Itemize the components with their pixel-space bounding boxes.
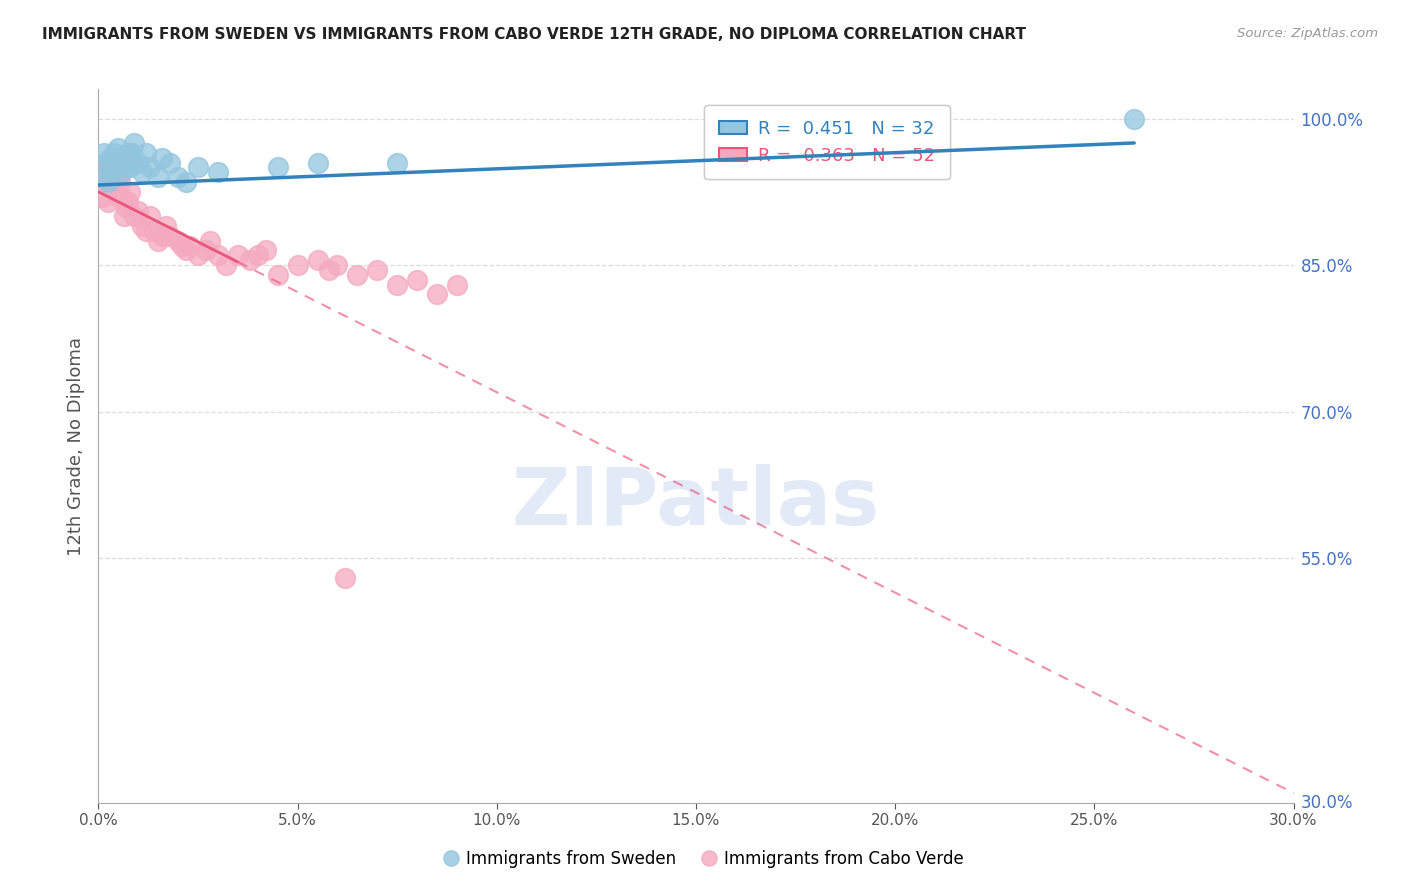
Point bbox=[101, 180, 124, 194]
Point bbox=[98, 151, 122, 165]
Point bbox=[135, 224, 157, 238]
Point bbox=[124, 209, 146, 223]
Point bbox=[1123, 112, 1146, 126]
Point bbox=[148, 170, 170, 185]
Point bbox=[97, 175, 120, 189]
Point bbox=[267, 161, 290, 175]
Point bbox=[385, 277, 409, 292]
Point bbox=[195, 244, 218, 258]
Point bbox=[172, 238, 194, 252]
Point bbox=[155, 219, 177, 233]
Point bbox=[110, 175, 132, 189]
Point bbox=[167, 234, 190, 248]
Point bbox=[143, 224, 166, 238]
Point bbox=[96, 175, 118, 189]
Point bbox=[96, 155, 118, 169]
Point bbox=[139, 161, 162, 175]
Point bbox=[127, 155, 149, 169]
Point bbox=[307, 155, 329, 169]
Point bbox=[187, 248, 209, 262]
Point bbox=[246, 248, 269, 262]
Point bbox=[103, 145, 125, 160]
Point bbox=[111, 190, 134, 204]
Point bbox=[110, 155, 132, 169]
Text: IMMIGRANTS FROM SWEDEN VS IMMIGRANTS FROM CABO VERDE 12TH GRADE, NO DIPLOMA CORR: IMMIGRANTS FROM SWEDEN VS IMMIGRANTS FRO… bbox=[42, 27, 1026, 42]
Point bbox=[148, 234, 170, 248]
Point bbox=[426, 287, 449, 301]
Point bbox=[91, 170, 114, 185]
Point bbox=[91, 190, 114, 204]
Y-axis label: 12th Grade, No Diploma: 12th Grade, No Diploma bbox=[66, 336, 84, 556]
Legend: R =  0.451   N = 32, R = -0.363   N = 52: R = 0.451 N = 32, R = -0.363 N = 52 bbox=[704, 105, 950, 179]
Point bbox=[120, 185, 142, 199]
Point bbox=[174, 175, 197, 189]
Point bbox=[254, 244, 277, 258]
Text: ZIPatlas: ZIPatlas bbox=[512, 464, 880, 542]
Text: 30.0%: 30.0% bbox=[1301, 794, 1353, 812]
Point bbox=[117, 145, 139, 160]
Point bbox=[131, 165, 153, 179]
Point bbox=[167, 170, 190, 185]
Point bbox=[127, 204, 149, 219]
Point bbox=[318, 263, 340, 277]
Point bbox=[207, 248, 229, 262]
Point bbox=[115, 200, 138, 214]
Point bbox=[105, 170, 128, 185]
Point bbox=[107, 190, 129, 204]
Point bbox=[105, 161, 128, 175]
Point bbox=[150, 151, 173, 165]
Point bbox=[139, 209, 162, 223]
Point bbox=[97, 161, 120, 175]
Point bbox=[326, 258, 349, 272]
Point bbox=[117, 194, 139, 209]
Point bbox=[287, 258, 309, 272]
Point bbox=[187, 161, 209, 175]
Point bbox=[121, 145, 143, 160]
Point bbox=[115, 155, 138, 169]
Point bbox=[198, 234, 221, 248]
Point bbox=[159, 155, 181, 169]
Point bbox=[93, 165, 115, 179]
Point bbox=[97, 194, 120, 209]
Point bbox=[112, 209, 135, 223]
Point bbox=[150, 228, 173, 243]
Point bbox=[98, 175, 122, 189]
Point bbox=[124, 136, 146, 150]
Point bbox=[307, 253, 329, 268]
Point bbox=[103, 155, 125, 169]
Text: Source: ZipAtlas.com: Source: ZipAtlas.com bbox=[1237, 27, 1378, 40]
Point bbox=[179, 238, 201, 252]
Point bbox=[207, 165, 229, 179]
Point bbox=[406, 273, 429, 287]
Point bbox=[93, 145, 115, 160]
Point bbox=[335, 571, 357, 585]
Point bbox=[159, 228, 181, 243]
Point bbox=[98, 165, 122, 179]
Point bbox=[111, 165, 134, 179]
Point bbox=[112, 151, 135, 165]
Legend: Immigrants from Sweden, Immigrants from Cabo Verde: Immigrants from Sweden, Immigrants from … bbox=[436, 844, 970, 875]
Point bbox=[215, 258, 238, 272]
Point bbox=[366, 263, 388, 277]
Point bbox=[107, 141, 129, 155]
Point bbox=[120, 161, 142, 175]
Point bbox=[131, 219, 153, 233]
Point bbox=[446, 277, 468, 292]
Point bbox=[226, 248, 249, 262]
Point bbox=[135, 145, 157, 160]
Point bbox=[239, 253, 262, 268]
Point bbox=[267, 268, 290, 282]
Point bbox=[346, 268, 368, 282]
Point bbox=[101, 165, 124, 179]
Point bbox=[174, 244, 197, 258]
Point bbox=[385, 155, 409, 169]
